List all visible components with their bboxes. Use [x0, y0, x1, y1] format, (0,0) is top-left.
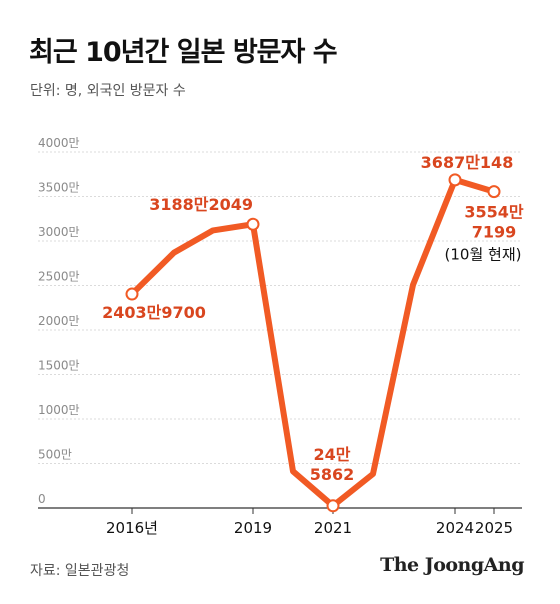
- data-label: 24만: [314, 445, 351, 464]
- y-axis-ticks: 0 500만 1000만 1500만 2000만 2500만 3000만 3500만 4000만: [38, 136, 80, 506]
- y-tick-label: 2000만: [38, 314, 80, 328]
- x-tick-label: 2016년: [106, 519, 158, 537]
- data-marker: [487, 185, 501, 199]
- data-marker: [246, 217, 260, 231]
- x-tick-label: 2019: [234, 519, 272, 537]
- data-label: 3554만: [464, 203, 524, 222]
- data-markers: [125, 173, 501, 513]
- page-title: 최근 10년간 일본 방문자 수: [29, 37, 338, 68]
- unit-label: 단위: 명, 외국인 방문자 수: [30, 83, 186, 99]
- data-label: 3687만148: [421, 153, 514, 172]
- x-tick-label: 2024: [436, 519, 474, 537]
- x-axis-ticks: 2016년 2019 2021 2024 2025: [106, 508, 513, 537]
- y-tick-label: 0: [38, 492, 46, 506]
- brand-logo: The JoongAng: [380, 554, 524, 576]
- x-tick-label: 2025: [475, 519, 513, 537]
- data-label: 7199: [472, 223, 517, 242]
- y-tick-label: 1500만: [38, 359, 80, 373]
- y-tick-label: 3000만: [38, 225, 80, 239]
- y-tick-label: 2500만: [38, 270, 80, 284]
- y-tick-label: 4000만: [38, 136, 80, 150]
- data-label: 3188만2049: [149, 195, 253, 214]
- data-label-note: (10월 현재): [445, 246, 522, 264]
- source-note: 자료: 일본관광청: [30, 563, 130, 579]
- series-line: [129, 176, 497, 509]
- y-tick-label: 500만: [38, 448, 72, 462]
- data-label: 2403만9700: [102, 303, 206, 322]
- y-tick-label: 1000만: [38, 403, 80, 417]
- data-marker: [326, 499, 340, 513]
- data-marker: [448, 173, 462, 187]
- data-marker: [125, 287, 139, 301]
- y-tick-label: 3500만: [38, 181, 80, 195]
- data-label: 5862: [310, 465, 355, 484]
- x-tick-label: 2021: [314, 519, 352, 537]
